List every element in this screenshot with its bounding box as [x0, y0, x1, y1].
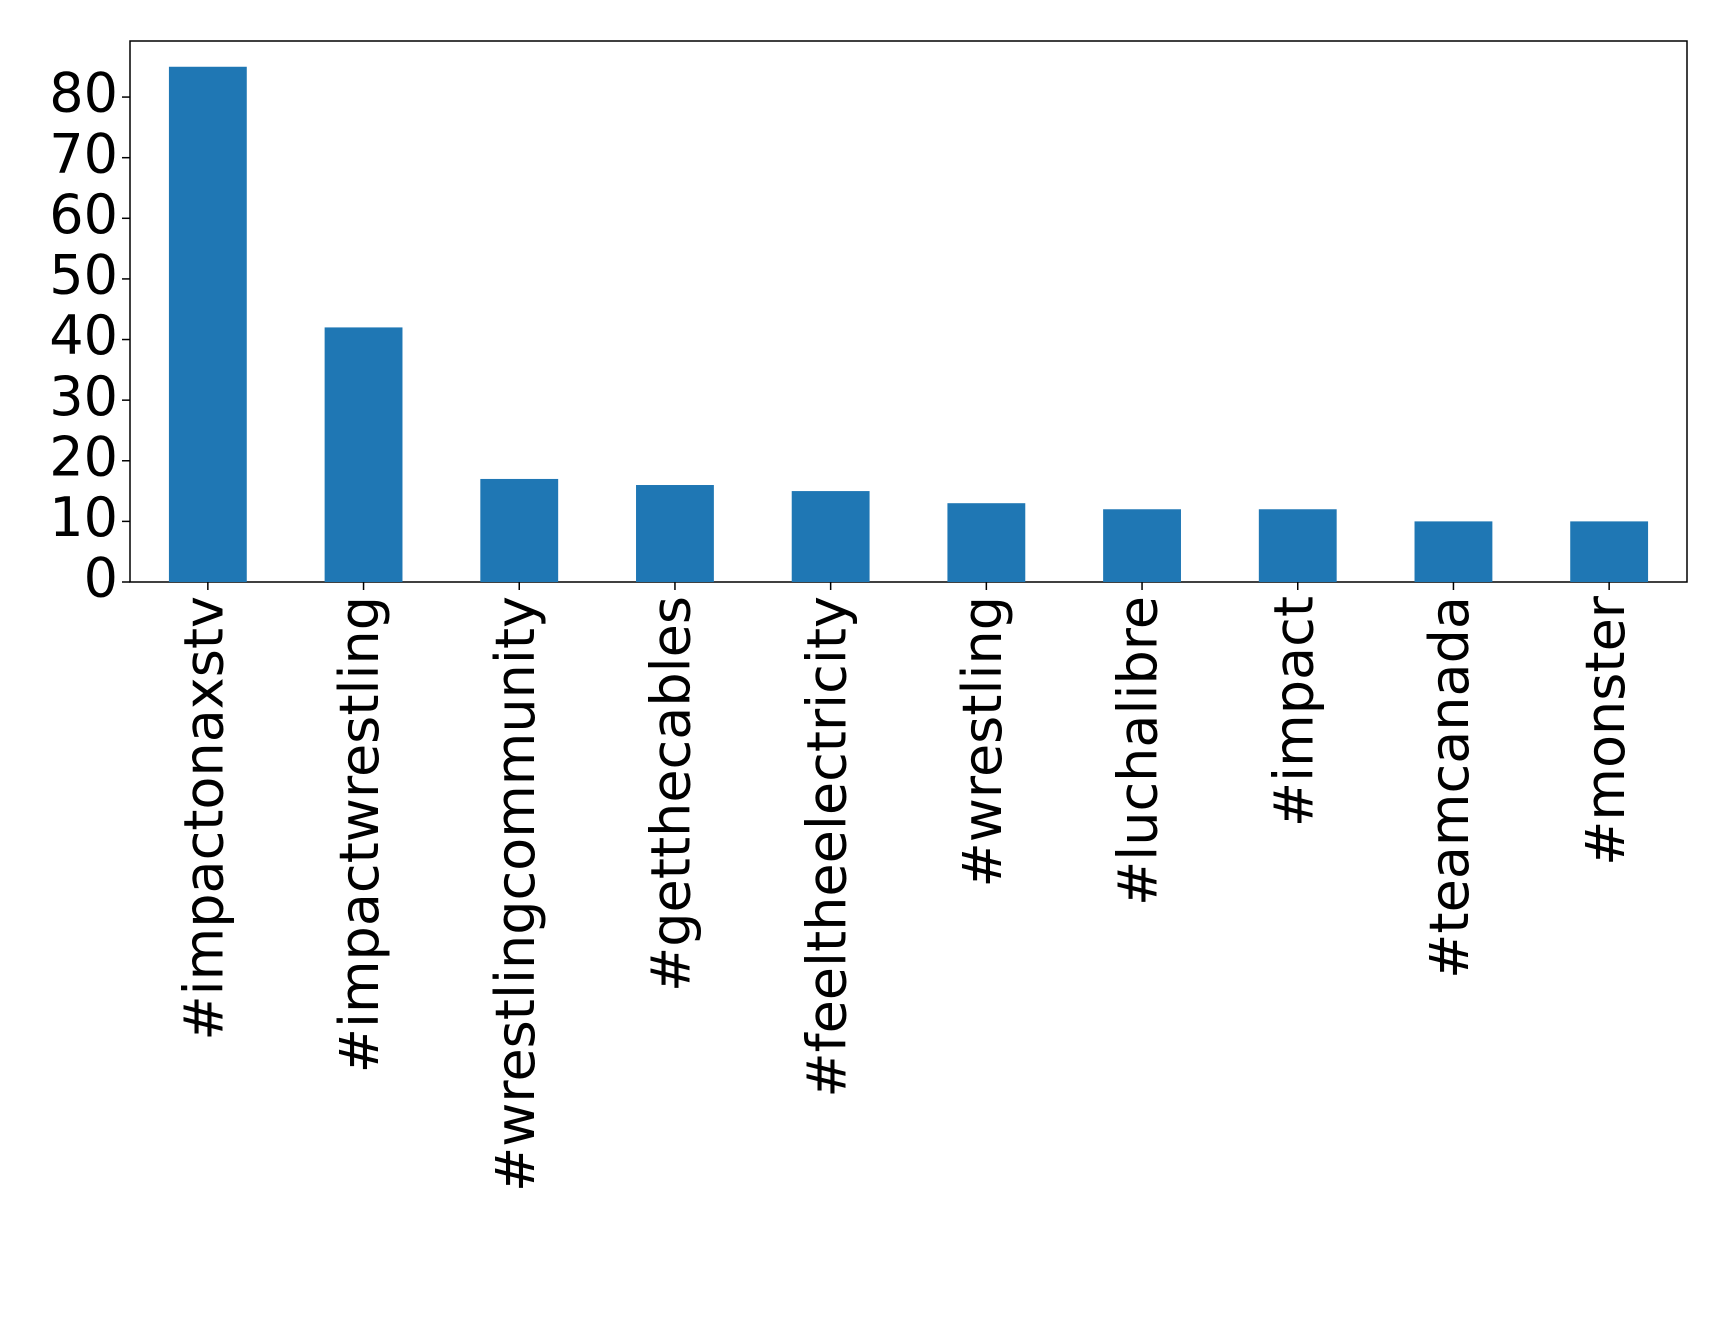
y-tick-label: 60	[49, 183, 118, 246]
plot-frame	[129, 40, 1688, 583]
x-tick-label: #impactonaxstv	[172, 596, 235, 1041]
x-tick-label: #teamcanada	[1418, 596, 1481, 979]
bar	[1570, 521, 1649, 582]
bar	[636, 485, 714, 582]
x-tick-label: #monster	[1574, 595, 1637, 866]
y-tick-label: 40	[49, 304, 118, 367]
bar	[324, 327, 403, 582]
bar	[168, 66, 247, 582]
bar	[1103, 509, 1181, 582]
bar	[1414, 521, 1493, 582]
bar	[791, 491, 870, 582]
y-tick-label: 30	[49, 365, 118, 428]
bar	[947, 503, 1026, 582]
y-tick-label: 0	[84, 547, 118, 610]
bar	[1258, 509, 1337, 582]
x-tick-label: #getthecables	[640, 596, 703, 992]
bar	[480, 478, 559, 582]
y-tick-label: 70	[49, 122, 118, 185]
y-tick-label: 20	[49, 425, 118, 488]
x-tick-label: #wrestlingcommunity	[484, 596, 547, 1192]
x-tick-label: #impactwrestling	[328, 596, 391, 1073]
y-tick-label: 10	[49, 486, 118, 549]
y-tick-label: 80	[49, 62, 118, 125]
y-tick-label: 50	[49, 244, 118, 307]
x-tick-label: #feeltheelectricity	[795, 596, 858, 1098]
x-tick-label: #luchalibre	[1107, 596, 1170, 906]
x-tick-label: #impact	[1262, 596, 1325, 827]
x-tick-label: #wrestling	[951, 596, 1014, 887]
